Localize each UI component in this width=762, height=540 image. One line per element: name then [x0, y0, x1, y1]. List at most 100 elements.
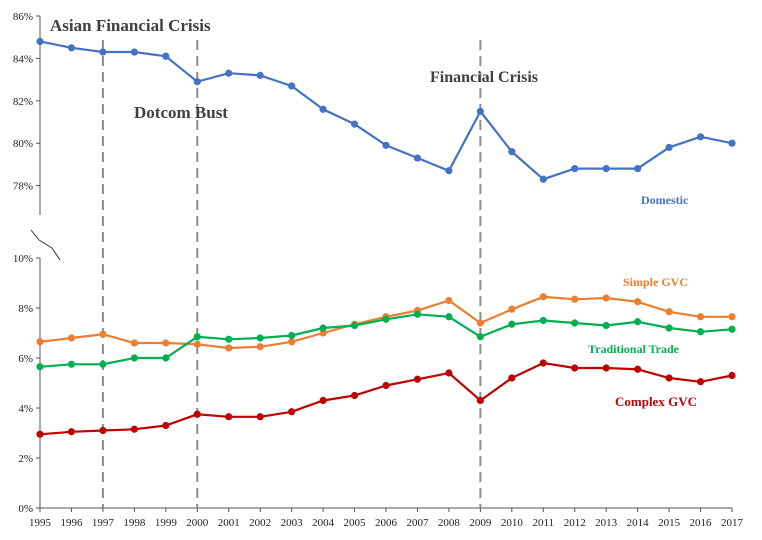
domestic-point: [130, 48, 138, 56]
traditional-trade-point: [634, 318, 642, 326]
complex-gvc-point: [476, 396, 484, 405]
x-tick-label: 2015: [658, 517, 681, 529]
simple-gvc-point: [508, 305, 516, 313]
complex-gvc-point: [634, 365, 642, 373]
crisis-label: Dotcom Bust: [134, 103, 228, 122]
domestic-point: [193, 78, 201, 86]
traditional-trade-point: [256, 334, 264, 342]
domestic-point: [225, 69, 233, 77]
simple-gvc-point: [539, 293, 547, 301]
simple-gvc-point: [728, 313, 736, 321]
x-tick-label: 2000: [186, 517, 209, 529]
complex-gvc-point: [508, 374, 516, 382]
domestic-point: [162, 52, 170, 60]
domestic-point: [696, 133, 705, 141]
simple-gvc-point: [193, 340, 201, 348]
traditional-trade-point: [728, 325, 736, 333]
complex-gvc-point: [665, 374, 673, 382]
complex-gvc-point: [382, 381, 390, 390]
domestic-point: [413, 154, 422, 162]
complex-gvc-point: [288, 408, 296, 416]
x-tick-label: 2010: [501, 517, 524, 529]
complex-gvc-point: [193, 410, 201, 418]
x-tick-label: 2001: [218, 517, 240, 529]
lower-y-tick-label: 10%: [13, 253, 33, 265]
lower-y-tick-label: 4%: [18, 403, 33, 415]
domestic-point: [602, 165, 610, 173]
traditional-trade-point: [350, 321, 359, 330]
simple-gvc-point: [634, 298, 642, 306]
upper-y-tick-label: 82%: [13, 96, 33, 108]
simple-gvc-point: [256, 343, 264, 351]
complex-gvc-point: [602, 364, 610, 372]
traditional-trade-point: [319, 324, 327, 332]
simple-gvc-point: [130, 339, 138, 347]
lower-y-tick-label: 0%: [18, 503, 33, 515]
series-lines: [39, 40, 733, 436]
x-tick-label: 1998: [123, 517, 146, 529]
complex-gvc-point: [319, 396, 327, 405]
domestic-point: [36, 37, 44, 46]
complex-gvc-point: [728, 371, 736, 380]
complex-gvc-point: [130, 425, 138, 433]
complex-gvc-point: [225, 413, 233, 421]
traditional-trade-point: [130, 354, 138, 362]
domestic-point: [382, 141, 390, 149]
complex-gvc-point: [67, 428, 76, 436]
upper-y-tick-label: 80%: [13, 138, 33, 150]
x-tick-label: 2009: [469, 517, 492, 529]
complex-gvc-point: [539, 359, 547, 367]
domestic-point: [728, 139, 736, 147]
simple-gvc-point: [476, 319, 484, 327]
traditional-trade-point: [571, 319, 579, 327]
traditional-trade-point: [445, 313, 453, 321]
series-points: [36, 37, 736, 438]
annotations: Asian Financial Crisis Dotcom Bust Financi…: [50, 16, 697, 409]
x-tick-label: 2003: [281, 517, 304, 529]
complex-gvc-point: [350, 391, 359, 400]
simple-gvc-point: [225, 344, 233, 352]
traditional-trade-point: [476, 333, 484, 341]
traditional-trade-point: [225, 335, 233, 343]
lower-y-tick-label: 6%: [18, 353, 33, 365]
traditional-trade-point: [67, 360, 76, 368]
traditional-trade-label: Traditional Trade: [588, 342, 680, 356]
x-tick-label: 1999: [155, 517, 178, 529]
complex-gvc-point: [36, 430, 44, 438]
simple-gvc-point: [445, 296, 453, 305]
complex-gvc-point: [256, 413, 264, 421]
x-tick-label: 2016: [690, 517, 713, 529]
traditional-trade-point: [665, 324, 673, 332]
complex-gvc-point: [99, 426, 107, 435]
x-tick-label: 1997: [92, 517, 115, 529]
domestic-point: [319, 105, 327, 113]
axis-break-mark: [30, 229, 61, 261]
crisis-label: Asian Financial Crisis: [50, 16, 211, 35]
x-tick-label: 1995: [29, 517, 52, 529]
traditional-trade-point: [288, 331, 296, 340]
simple-gvc-point: [67, 334, 76, 342]
domestic-point: [99, 48, 107, 56]
traditional-trade-point: [696, 328, 705, 336]
crisis-label: Financial Crisis: [430, 69, 538, 86]
traditional-trade-point: [539, 316, 547, 325]
x-tick-label: 2005: [344, 517, 367, 529]
complex-gvc-point: [413, 375, 422, 383]
complex-gvc-point: [696, 378, 705, 386]
traditional-trade-point: [193, 333, 201, 341]
simple-gvc-label: Simple GVC: [623, 275, 688, 289]
x-tick-label: 2008: [438, 517, 461, 529]
x-tick-label: 2011: [532, 517, 554, 529]
domestic-point: [67, 44, 76, 52]
simple-gvc-point: [319, 329, 327, 337]
traditional-trade-point: [36, 363, 44, 371]
simple-gvc-point: [288, 338, 296, 346]
upper-y-tick-label: 78%: [13, 181, 33, 193]
simple-gvc-point: [665, 308, 673, 316]
axes: 78% 80% 82% 84% 86% 0% 2% 4% 6% 8% 10% 1995 1996 1997…: [13, 11, 744, 529]
simple-gvc-point: [162, 339, 170, 347]
domestic-point: [571, 165, 579, 173]
simple-gvc-point: [602, 294, 610, 302]
traditional-trade-point: [162, 354, 170, 362]
